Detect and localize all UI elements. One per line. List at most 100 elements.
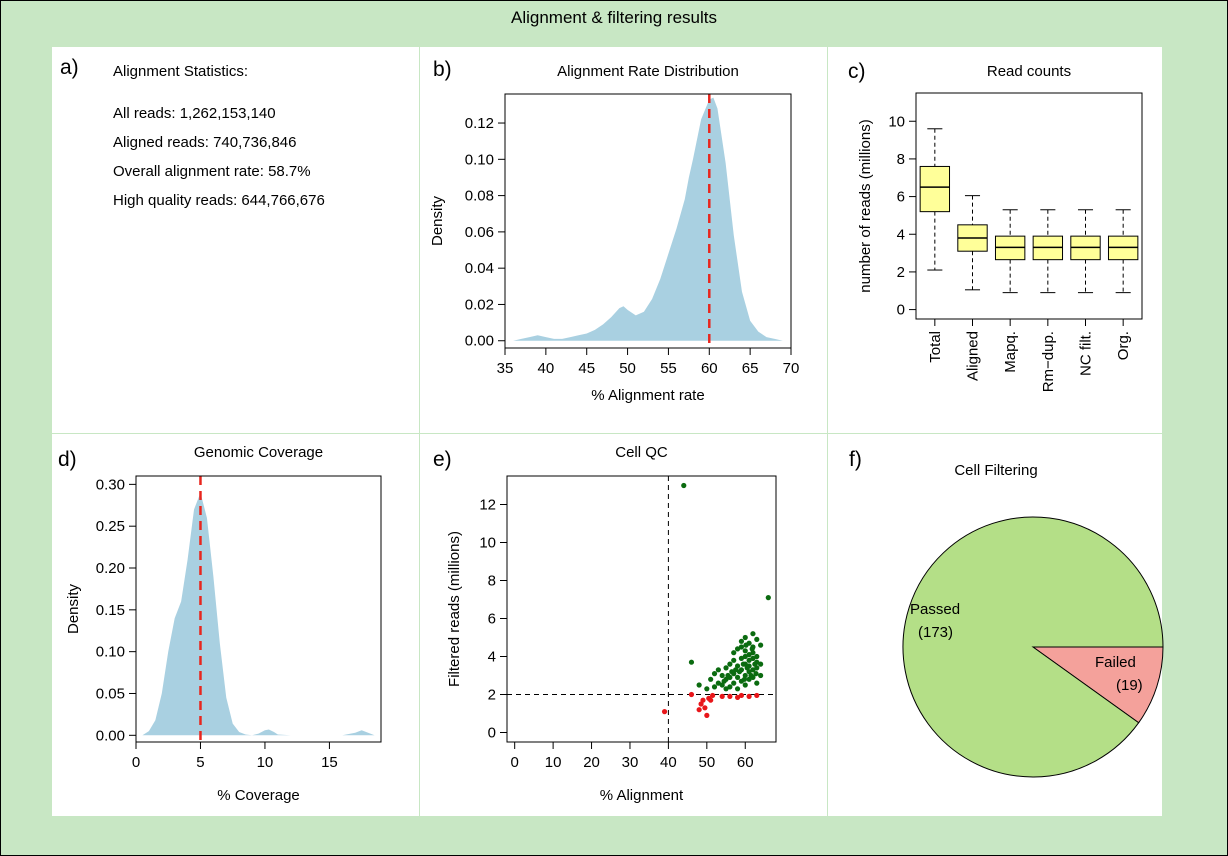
stat-aligned-reads: Aligned reads: 740,736,846 bbox=[113, 134, 296, 151]
passed-point bbox=[758, 661, 764, 667]
passed-point bbox=[758, 642, 764, 648]
x-tick-label: 70 bbox=[783, 360, 800, 377]
x-tick-label: 30 bbox=[622, 754, 639, 771]
y-tick-label: 0.08 bbox=[465, 188, 494, 205]
passed-point bbox=[723, 686, 729, 692]
passed-point bbox=[750, 667, 756, 673]
passed-point bbox=[727, 684, 733, 690]
chart-title: Cell Filtering bbox=[954, 462, 1037, 479]
y-tick-label: 10 bbox=[479, 535, 496, 552]
y-tick-label: 8 bbox=[488, 573, 496, 590]
x-tick-label: 55 bbox=[660, 360, 677, 377]
category-label: Rm−dup. bbox=[1040, 331, 1057, 392]
passed-point bbox=[749, 646, 755, 652]
y-tick-label: 2 bbox=[897, 264, 905, 281]
x-axis-label: % Alignment bbox=[600, 787, 684, 804]
failed-point bbox=[688, 691, 695, 698]
x-tick-label: 0 bbox=[511, 754, 519, 771]
y-tick-label: 0.00 bbox=[96, 727, 125, 744]
passed-point bbox=[721, 678, 727, 684]
failed-point bbox=[727, 693, 733, 700]
chart-title: Cell QC bbox=[615, 444, 668, 461]
passed-point bbox=[750, 655, 756, 662]
passed-point bbox=[723, 665, 729, 671]
read-counts-chart: Read counts Total Aligned Mapq. Rm−dup. NC fi… bbox=[857, 63, 1143, 392]
panel-d-bg bbox=[52, 434, 419, 816]
passed-point bbox=[731, 657, 737, 663]
x-tick-label: 20 bbox=[583, 754, 600, 771]
y-tick-label: 0.12 bbox=[465, 115, 494, 132]
passed-point bbox=[748, 672, 754, 679]
y-tick-label: 0 bbox=[897, 302, 905, 319]
x-tick-label: 45 bbox=[578, 360, 595, 377]
failed-point bbox=[709, 692, 716, 699]
y-tick-label: 10 bbox=[888, 113, 905, 130]
category-label: Aligned bbox=[965, 331, 982, 381]
panel-d-letter: d) bbox=[58, 448, 77, 471]
passed-point bbox=[752, 661, 758, 667]
pie-label-passed: Passed bbox=[910, 601, 960, 618]
passed-point bbox=[746, 657, 752, 663]
failed-point bbox=[702, 705, 708, 711]
category-label: NC filt. bbox=[1078, 331, 1095, 376]
pie-label-failed: Failed bbox=[1095, 654, 1136, 671]
passed-point bbox=[711, 684, 718, 690]
plot-frame bbox=[915, 92, 1143, 320]
x-axis-label: % Alignment rate bbox=[591, 387, 704, 404]
failed-point bbox=[700, 697, 706, 703]
y-tick-label: 0.10 bbox=[465, 151, 494, 168]
y-tick-label: 0.05 bbox=[96, 685, 125, 702]
genomic-coverage-chart: Genomic Coverage 0.00 0.05 0.10 0.15 0.20 0.25… bbox=[65, 444, 382, 804]
y-tick-label: 4 bbox=[897, 226, 905, 243]
passed-point bbox=[754, 636, 760, 643]
y-axis-label: Filtered reads (millions) bbox=[446, 531, 463, 687]
pie-slice-failed bbox=[1031, 646, 1164, 724]
passed-point bbox=[765, 595, 771, 601]
passed-point bbox=[742, 653, 748, 660]
category-label: Total bbox=[927, 331, 944, 363]
chart-title: Genomic Coverage bbox=[194, 444, 323, 461]
passed-point bbox=[733, 667, 739, 673]
box-0 bbox=[919, 165, 951, 213]
passed-point bbox=[750, 631, 756, 637]
y-tick-label: 12 bbox=[479, 497, 496, 514]
panel-a-bg bbox=[52, 47, 419, 433]
panel-e-bg bbox=[420, 434, 827, 816]
x-tick-label: 60 bbox=[701, 360, 718, 377]
passed-point bbox=[734, 686, 741, 692]
failed-point bbox=[719, 693, 725, 700]
failed-point bbox=[734, 694, 741, 700]
panel-f-letter: f) bbox=[849, 448, 862, 471]
failed-point bbox=[746, 693, 752, 700]
y-tick-label: 0.25 bbox=[96, 518, 125, 535]
x-tick-label: 65 bbox=[742, 360, 759, 377]
passed-point bbox=[742, 648, 748, 654]
stat-all-reads: All reads: 1,262,153,140 bbox=[113, 105, 276, 122]
y-tick-label: 2 bbox=[488, 687, 496, 704]
passed-point bbox=[742, 682, 748, 688]
y-axis-label: Density bbox=[65, 583, 82, 634]
failed-point bbox=[661, 709, 668, 715]
panel-a: a) Alignment Statistics: All reads: 1,26… bbox=[60, 56, 325, 209]
panel-b-letter: b) bbox=[433, 58, 452, 81]
passed-point bbox=[742, 634, 748, 641]
chart-title: Alignment Rate Distribution bbox=[557, 63, 739, 80]
x-tick-label: 10 bbox=[257, 754, 274, 771]
panel-e-letter: e) bbox=[433, 448, 452, 471]
passed-point bbox=[758, 672, 764, 679]
x-tick-label: 50 bbox=[619, 360, 636, 377]
panel-b-bg bbox=[420, 47, 827, 433]
failed-point bbox=[754, 692, 760, 699]
chart-title: Read counts bbox=[987, 63, 1071, 80]
passed-point bbox=[738, 638, 745, 644]
passed-point bbox=[729, 669, 735, 675]
y-tick-label: 0.02 bbox=[465, 296, 494, 313]
x-axis-label: % Coverage bbox=[217, 787, 300, 804]
failed-point bbox=[708, 697, 714, 703]
passed-point bbox=[688, 659, 695, 665]
x-tick-label: 10 bbox=[545, 754, 562, 771]
page-title: Alignment & filtering results bbox=[511, 8, 717, 27]
y-tick-label: 0.00 bbox=[465, 333, 494, 350]
passed-point bbox=[753, 671, 759, 677]
